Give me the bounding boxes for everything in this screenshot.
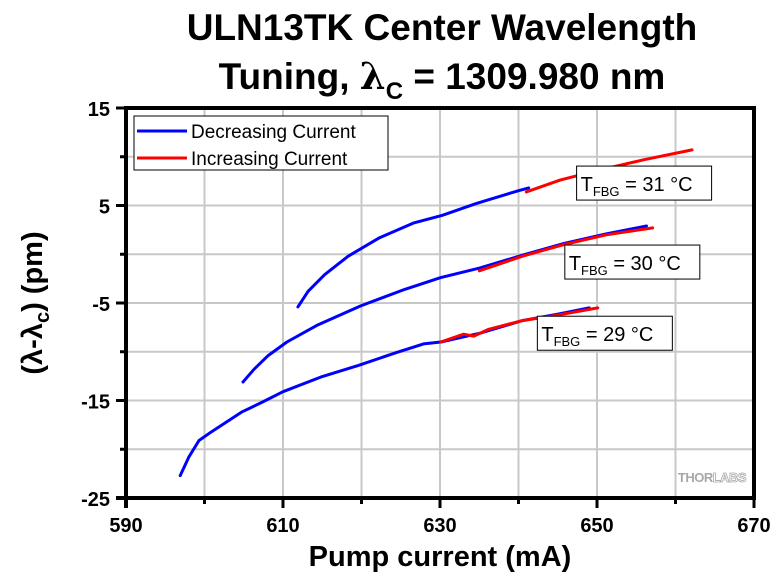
annotation-tfbg-30: TFBG = 30 °C bbox=[564, 244, 701, 280]
annotation-t: T bbox=[541, 324, 553, 346]
y-tick-label: 15 bbox=[88, 99, 110, 121]
annotation-text: TFBG = 30 °C bbox=[569, 253, 681, 278]
increasing-current-line-30c bbox=[477, 226, 655, 273]
x-axis-label: Pump current (mA) bbox=[309, 541, 572, 573]
y-tick-label: 5 bbox=[99, 197, 110, 219]
thorlabs-watermark: THORLABS bbox=[678, 470, 747, 485]
annotation-sub: FBG bbox=[554, 334, 581, 349]
annotation-text: TFBG = 29 °C bbox=[541, 324, 653, 349]
legend-label-decreasing: Decreasing Current bbox=[191, 122, 356, 143]
annotation-value: = 30 °C bbox=[608, 253, 681, 275]
legend-box bbox=[133, 115, 389, 171]
y-tick-label: -15 bbox=[81, 392, 110, 414]
chart-title-line1: ULN13TK Center Wavelength bbox=[187, 7, 698, 48]
annotation-t: T bbox=[581, 174, 593, 196]
annotation-tfbg-31: TFBG = 31 °C bbox=[576, 165, 713, 201]
watermark-thor: THOR bbox=[678, 470, 714, 485]
chart-title-lambda-sub: C bbox=[386, 78, 403, 105]
x-tick-label: 630 bbox=[423, 515, 456, 537]
decreasing-current-line-31c bbox=[296, 186, 531, 309]
legend: Decreasing Current Increasing Current bbox=[133, 115, 389, 171]
increasing-current-line-29c bbox=[439, 306, 600, 344]
watermark-labs: LABS bbox=[713, 470, 747, 485]
annotation-t: T bbox=[569, 253, 581, 275]
annotation-box bbox=[536, 315, 673, 351]
chart-title-line2: Tuning, λC = 1309.980 nm bbox=[219, 54, 666, 105]
decreasing-current-line-29c bbox=[178, 306, 591, 478]
x-tick-label: 590 bbox=[109, 515, 142, 537]
y-tick-label: -25 bbox=[81, 489, 110, 511]
x-tick-label: 610 bbox=[266, 515, 299, 537]
x-tick-label: 650 bbox=[580, 515, 613, 537]
annotation-box bbox=[564, 244, 701, 280]
chart-title-prefix: Tuning, bbox=[219, 56, 360, 97]
y-axis-label-sub: c bbox=[32, 312, 54, 323]
annotation-tfbg-29: TFBG = 29 °C bbox=[536, 315, 673, 351]
y-axis-label: (λ-λc) (pm) bbox=[17, 231, 54, 374]
annotation-box bbox=[576, 165, 713, 201]
x-tick-label: 670 bbox=[737, 515, 770, 537]
annotation-text: TFBG = 31 °C bbox=[581, 174, 693, 199]
chart-title-lambda: λ bbox=[360, 54, 386, 98]
y-tick-label: -5 bbox=[92, 294, 110, 316]
annotation-value: = 29 °C bbox=[580, 324, 653, 346]
y-axis-label-prefix: (λ-λ bbox=[17, 323, 49, 375]
tick-labels: 590 610 630 650 670 15 5 -5 -15 -25 bbox=[81, 99, 771, 537]
series-group bbox=[178, 148, 694, 478]
axes bbox=[116, 106, 756, 508]
chart-title-suffix: = 1309.980 nm bbox=[403, 56, 665, 97]
annotation-sub: FBG bbox=[593, 184, 620, 199]
annotation-value: = 31 °C bbox=[620, 174, 693, 196]
y-axis-label-suffix: ) (pm) bbox=[17, 231, 49, 312]
annotation-sub: FBG bbox=[581, 263, 608, 278]
legend-label-increasing: Increasing Current bbox=[191, 149, 348, 170]
